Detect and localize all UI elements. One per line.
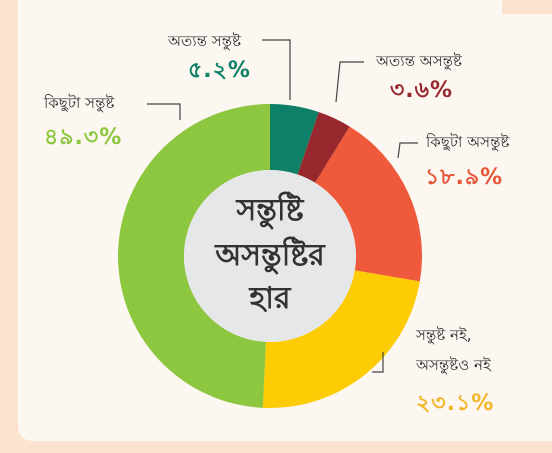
card-corner-notch bbox=[502, 0, 552, 14]
label-extremely-satisfied: অত্যন্ত সন্তুষ্ট bbox=[167, 32, 242, 50]
value-somewhat-satisfied: ৪৯.৩% bbox=[44, 125, 122, 150]
label-neutral-line-2: অসন্তুষ্টও নই bbox=[415, 356, 492, 374]
donut-slice-0 bbox=[270, 104, 319, 175]
center-title-line-3: হার bbox=[249, 281, 292, 316]
leader-line-neutral bbox=[372, 352, 384, 373]
label-somewhat-dissatisfied: কিছুটা অসন্তুষ্ট bbox=[425, 133, 510, 151]
donut-slice-1 bbox=[297, 112, 350, 183]
donut-slice-3 bbox=[262, 270, 420, 409]
label-extremely-dissatisfied: অত্যন্ত অসন্তুষ্ট bbox=[375, 52, 463, 70]
label-somewhat-satisfied: কিছুটা সন্তুষ্ট bbox=[43, 94, 115, 112]
value-extremely-satisfied: ৫.২% bbox=[188, 58, 251, 83]
donut-slice-4 bbox=[118, 104, 270, 408]
leader-line-somewhat-dissatisfied bbox=[397, 142, 418, 159]
leader-line-extremely-dissatisfied bbox=[335, 61, 364, 103]
value-somewhat-dissatisfied: ১৮.৯% bbox=[425, 165, 503, 190]
donut-hole bbox=[184, 170, 356, 342]
value-neutral: ২৩.১% bbox=[416, 391, 494, 416]
donut-slices bbox=[118, 104, 422, 409]
center-title-line-2: অসন্তুষ্টির bbox=[214, 236, 326, 275]
center-title-line-1: সন্তুষ্টি bbox=[235, 191, 304, 230]
leader-line-extremely-satisfied bbox=[262, 39, 291, 100]
value-extremely-dissatisfied: ৩.৬% bbox=[390, 78, 453, 103]
leader-line-somewhat-satisfied bbox=[147, 103, 181, 120]
label-neutral-line-1: সন্তুষ্ট নই, bbox=[415, 326, 472, 344]
donut-slice-2 bbox=[315, 126, 422, 282]
